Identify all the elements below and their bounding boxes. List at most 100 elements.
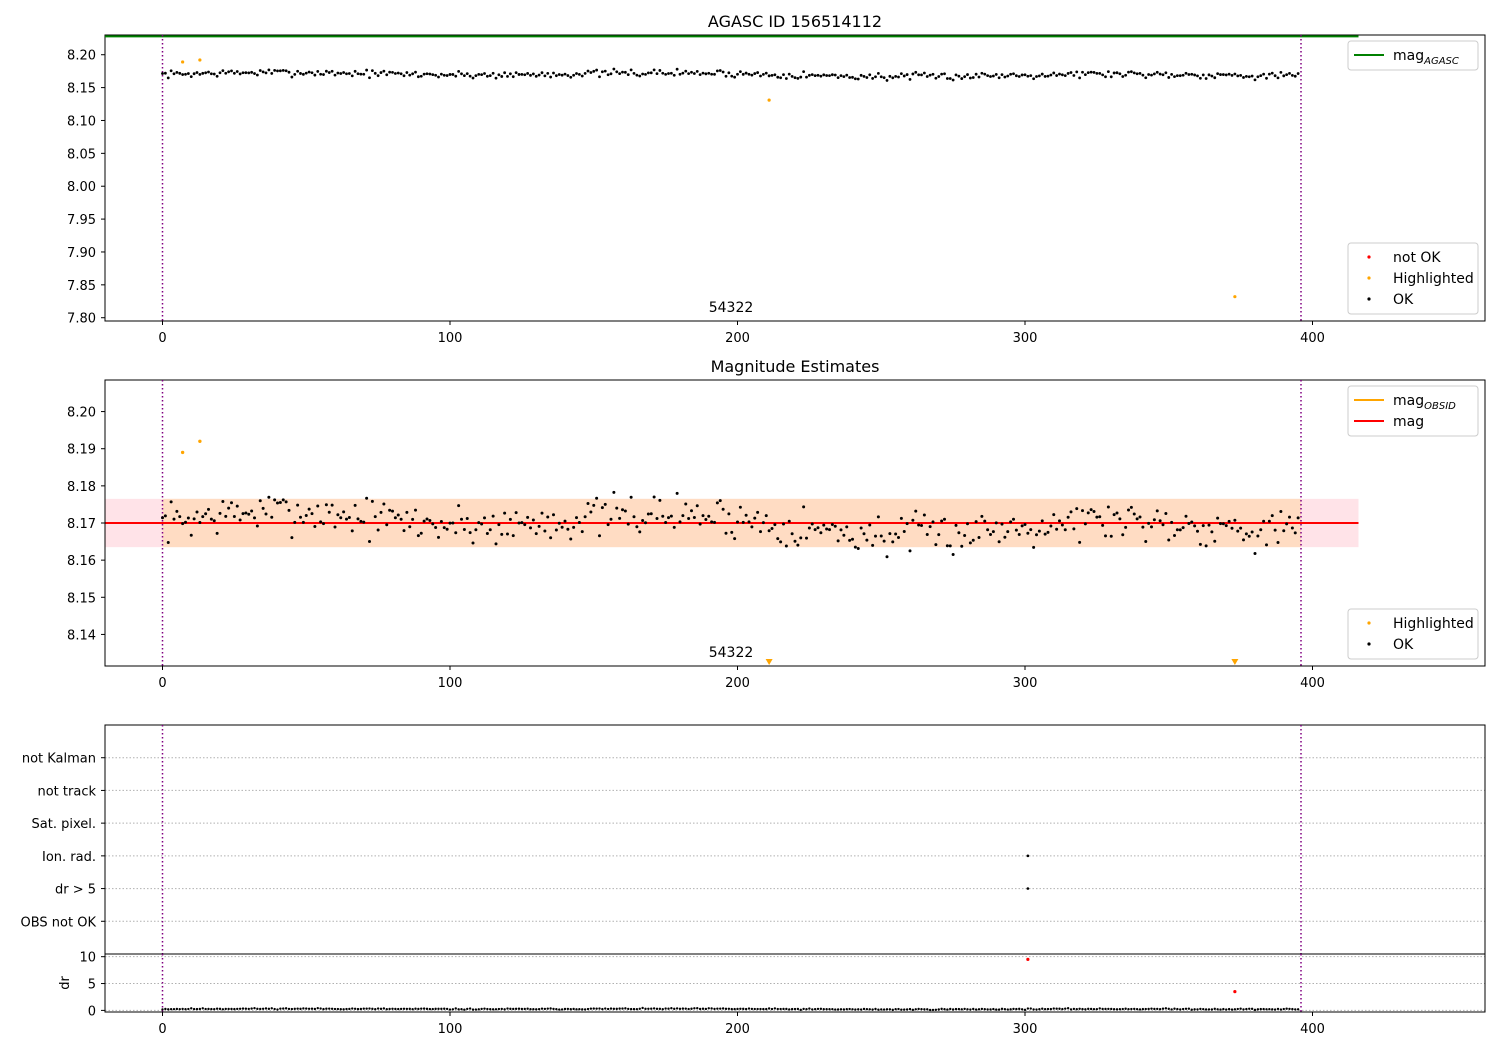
legend-label: Highlighted	[1393, 271, 1474, 287]
ok-point	[1089, 1007, 1093, 1011]
ok-point	[1009, 520, 1013, 524]
ok-point	[1121, 75, 1125, 78]
ok-point	[649, 512, 653, 516]
ok-point	[1233, 518, 1237, 522]
ok-point	[1216, 1008, 1219, 1011]
ok-point	[1014, 74, 1018, 78]
ok-point	[563, 519, 567, 523]
ok-point	[235, 504, 239, 508]
ok-point	[609, 72, 613, 76]
flag-category-label: Sat. pixel.	[32, 817, 96, 832]
axes-frame	[104, 953, 1486, 1013]
ok-point	[865, 1008, 869, 1011]
ok-point	[1199, 1007, 1202, 1011]
ok-point	[284, 69, 288, 73]
x-tick-label: 400	[1300, 1022, 1325, 1037]
ok-point	[693, 1007, 696, 1010]
ok-point	[1239, 1007, 1242, 1010]
ok-point	[716, 1007, 719, 1010]
ok-point	[980, 514, 984, 518]
ok-point	[543, 74, 547, 78]
ok-point	[1049, 73, 1053, 77]
ok-point	[615, 1007, 618, 1011]
ok-point	[1000, 1007, 1004, 1011]
ok-point	[1198, 542, 1202, 546]
ok-point	[819, 1007, 823, 1011]
ok-point	[419, 531, 423, 535]
ok-point	[580, 74, 584, 78]
ok-point	[859, 526, 863, 530]
ok-point	[652, 1007, 656, 1010]
ok-point	[552, 71, 555, 75]
ok-point	[442, 73, 446, 77]
ok-point	[644, 521, 647, 525]
ok-point	[497, 1007, 501, 1011]
ok-point	[615, 506, 619, 510]
ok-point	[733, 537, 737, 541]
ok-point	[437, 1007, 440, 1011]
ok-point	[575, 72, 578, 75]
ok-point	[882, 1008, 886, 1011]
ok-point	[632, 71, 636, 75]
ok-point	[299, 1007, 302, 1011]
ok-point	[762, 1007, 765, 1011]
ok-point	[184, 72, 187, 76]
ok-point	[1109, 75, 1113, 79]
ok-point	[537, 1007, 541, 1011]
ok-point	[813, 74, 817, 78]
ok-point	[385, 73, 389, 77]
ok-point	[842, 75, 846, 79]
ok-point	[802, 1007, 805, 1011]
ok-point	[577, 521, 581, 525]
ok-point	[1009, 72, 1013, 76]
ok-point	[244, 511, 248, 515]
ok-point	[1282, 1007, 1285, 1011]
ok-point	[897, 1007, 900, 1011]
ok-point	[641, 72, 645, 76]
ok-point	[465, 516, 469, 520]
ok-point	[759, 530, 762, 534]
ok-point	[356, 1007, 360, 1011]
ok-point	[399, 72, 403, 76]
ok-point	[632, 1007, 636, 1011]
ok-point	[408, 525, 412, 529]
ok-point	[960, 544, 964, 548]
ok-point	[600, 506, 604, 510]
ok-point	[1052, 71, 1056, 75]
ok-point	[1144, 1007, 1147, 1011]
ok-point	[1104, 1007, 1107, 1011]
ok-point	[1158, 519, 1162, 523]
ok-point	[618, 72, 622, 76]
ok-point	[394, 1007, 397, 1011]
ok-point	[445, 527, 449, 531]
ok-point	[192, 517, 196, 521]
ok-point	[586, 1007, 590, 1011]
ok-point	[928, 73, 932, 77]
ok-point	[1279, 71, 1283, 74]
ok-point	[621, 508, 624, 512]
ok-point	[376, 528, 380, 532]
ok-point	[215, 74, 219, 78]
ok-point	[480, 73, 484, 77]
ok-point	[1178, 528, 1182, 532]
ok-point	[178, 1007, 181, 1011]
ok-point	[353, 503, 357, 507]
ok-point	[612, 1007, 616, 1011]
x-tick-label: 400	[1300, 676, 1325, 691]
ok-point	[787, 519, 791, 523]
ok-point	[1244, 532, 1248, 536]
ok-point	[362, 72, 366, 76]
ok-point	[753, 72, 757, 75]
ok-point	[227, 1007, 230, 1011]
ok-point	[744, 513, 748, 517]
ok-point	[1147, 521, 1151, 525]
ok-point	[494, 542, 498, 546]
ok-point	[736, 72, 739, 76]
ok-point	[411, 1008, 414, 1011]
ok-point	[767, 1007, 771, 1010]
ok-point	[540, 511, 544, 515]
ok-point	[871, 543, 875, 547]
ok-point	[1256, 534, 1260, 538]
clipped-marker	[1231, 659, 1239, 665]
ok-point	[419, 74, 423, 78]
